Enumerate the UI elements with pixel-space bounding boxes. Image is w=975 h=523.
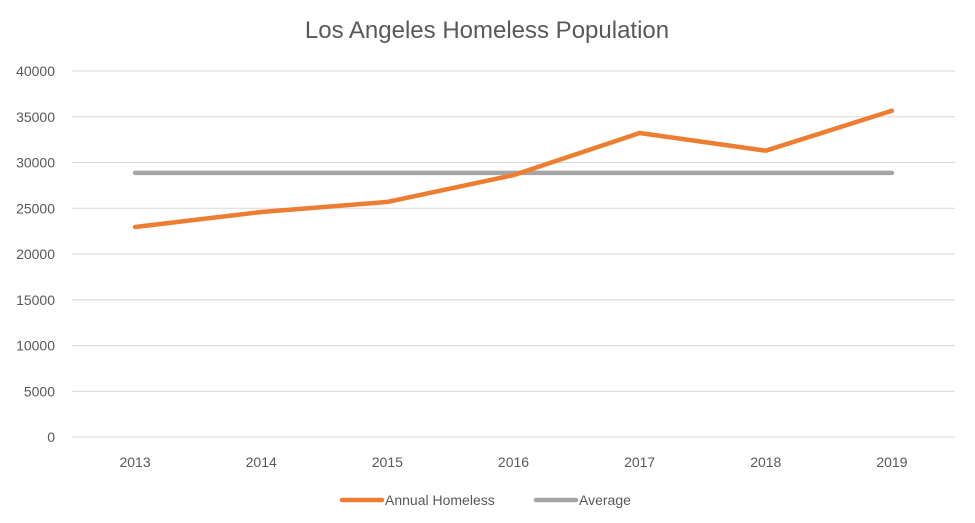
x-tick-label: 2014: [246, 454, 277, 470]
legend-label: Average: [579, 492, 631, 508]
y-tick-label: 35000: [16, 109, 55, 125]
y-tick-label: 15000: [16, 292, 55, 308]
x-tick-label: 2016: [498, 454, 529, 470]
x-tick-label: 2019: [876, 454, 907, 470]
y-tick-label: 5000: [24, 383, 55, 399]
legend-label: Annual Homeless: [385, 492, 495, 508]
x-tick-label: 2013: [119, 454, 150, 470]
x-tick-label: 2018: [750, 454, 781, 470]
y-tick-label: 25000: [16, 200, 55, 216]
y-tick-label: 0: [47, 429, 55, 445]
y-tick-label: 10000: [16, 338, 55, 354]
chart-title: Los Angeles Homeless Population: [305, 17, 669, 44]
x-tick-label: 2015: [372, 454, 403, 470]
series-line-annual-homeless: [132, 108, 895, 230]
y-tick-label: 30000: [16, 155, 55, 171]
y-tick-label: 40000: [16, 63, 55, 79]
y-tick-label: 20000: [16, 246, 55, 262]
x-tick-label: 2017: [624, 454, 655, 470]
